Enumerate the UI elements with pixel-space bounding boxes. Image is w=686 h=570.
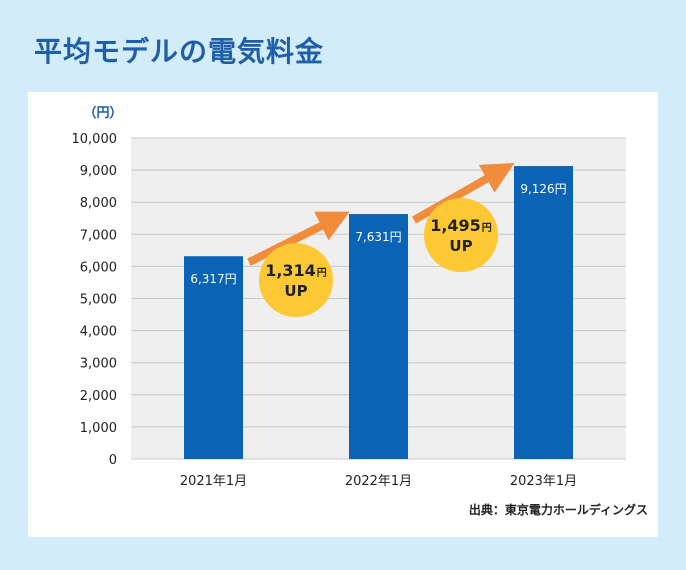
increase-badge: 1,495円 UP: [424, 198, 498, 273]
y-tick-label: 3,000: [80, 357, 117, 372]
x-tick-label: 2021年1月: [180, 474, 247, 489]
bar: [184, 256, 243, 459]
badge-circle: [259, 243, 333, 318]
x-tick-label: 2022年1月: [345, 474, 412, 489]
bar-value-label: 7,631円: [355, 230, 401, 244]
y-tick-label: 0: [109, 453, 117, 468]
y-tick-label: 10,000: [72, 132, 118, 147]
badge-up-label: UP: [449, 237, 472, 255]
bar: [514, 166, 573, 459]
bar-value-label: 9,126円: [520, 182, 566, 196]
badge-up-label: UP: [284, 282, 307, 300]
x-tick-label: 2023年1月: [510, 474, 577, 489]
bar-value-label: 6,317円: [190, 272, 236, 286]
source-note: 出典：東京電力ホールディングス: [468, 503, 648, 517]
y-tick-label: 9,000: [80, 164, 117, 179]
increase-arrow: [412, 162, 515, 224]
y-tick-label: 5,000: [80, 293, 117, 308]
badge-amount: 1,495円: [430, 216, 492, 235]
badge-amount: 1,314円: [265, 261, 327, 280]
badge-circle: [424, 198, 498, 273]
y-tick-label: 7,000: [80, 228, 117, 243]
y-axis-label: （円）: [83, 105, 122, 121]
y-tick-label: 4,000: [80, 325, 117, 340]
y-tick-label: 6,000: [80, 260, 117, 275]
bar: [349, 214, 408, 459]
page-title: 平均モデルの電気料金: [34, 35, 325, 68]
increase-badge: 1,314円 UP: [259, 243, 333, 318]
y-tick-label: 1,000: [80, 421, 117, 436]
increase-arrow: [247, 211, 350, 266]
y-tick-label: 8,000: [80, 196, 117, 211]
y-tick-label: 2,000: [80, 389, 117, 404]
